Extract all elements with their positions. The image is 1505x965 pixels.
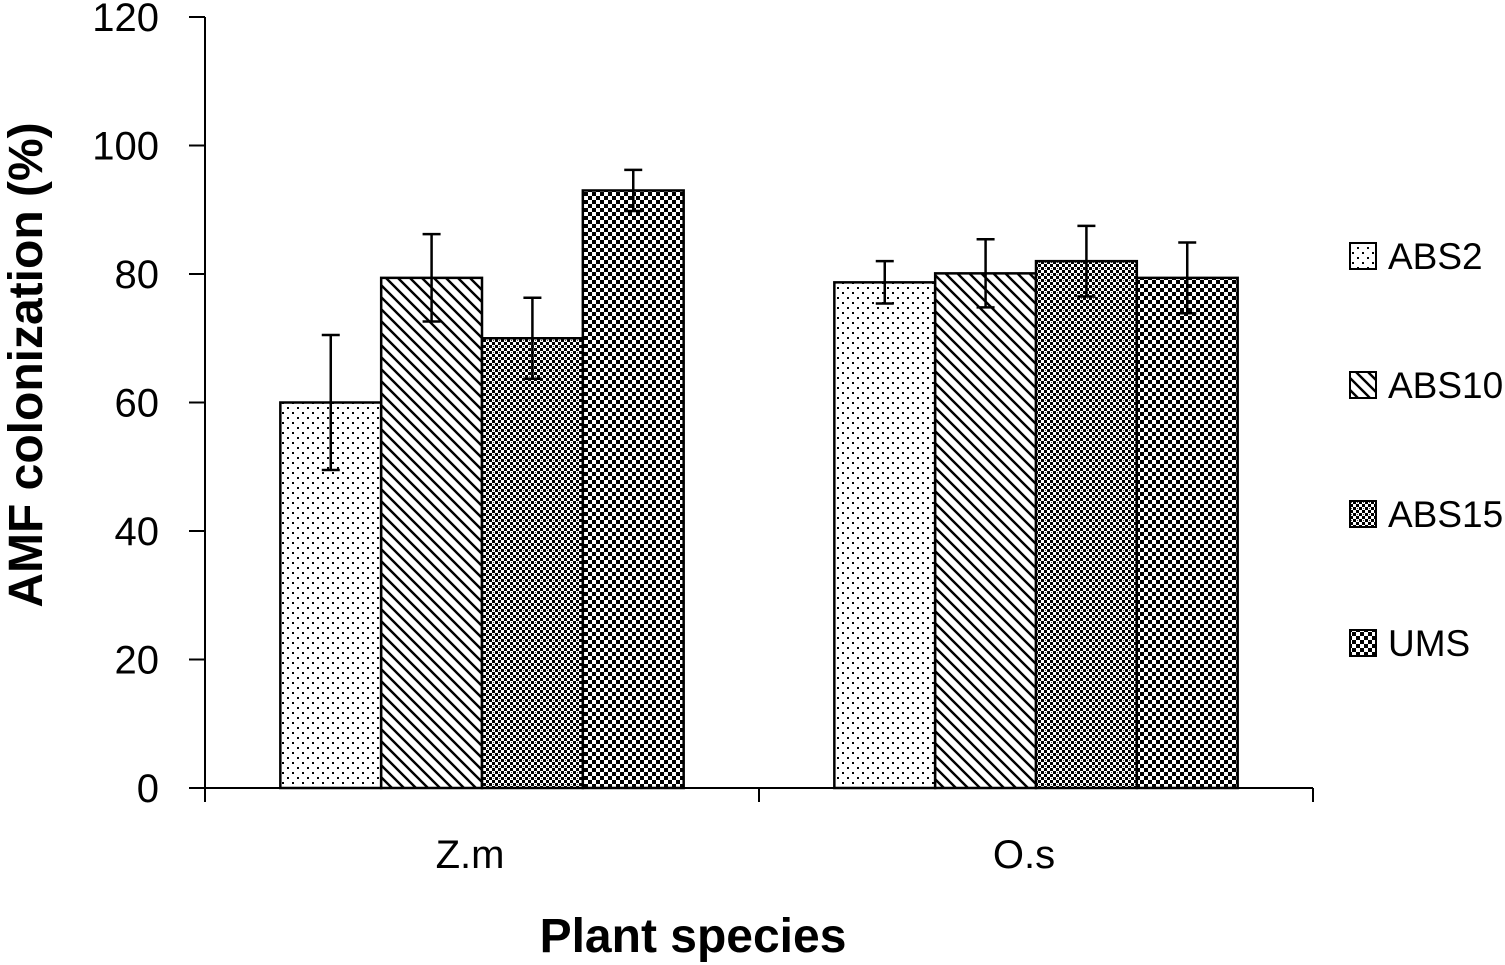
legend-item-abs15: ABS15 <box>1349 494 1503 535</box>
y-tick-label: 100 <box>92 125 159 169</box>
legend-label: ABS2 <box>1388 236 1483 277</box>
bar-abs10-zm <box>379 276 484 790</box>
x-tick-label: Z.m <box>436 833 505 877</box>
y-tick-label: 0 <box>137 767 159 811</box>
legend-label: UMS <box>1388 623 1470 664</box>
y-tick-label: 120 <box>92 0 159 40</box>
bar-abs15-os <box>1034 259 1139 790</box>
x-axis-title: Plant species <box>540 910 847 963</box>
bar-abs2-os <box>833 281 937 790</box>
legend-label: ABS15 <box>1388 494 1503 535</box>
legend-swatch <box>1349 500 1377 528</box>
bar-ums-os <box>1135 276 1239 790</box>
legend-item-abs10: ABS10 <box>1349 365 1503 406</box>
legend-item-abs2: ABS2 <box>1349 236 1483 277</box>
y-tick-label: 20 <box>115 639 160 683</box>
legend-label: ABS10 <box>1388 365 1503 406</box>
y-tick-label: 40 <box>115 510 160 554</box>
legend-item-ums: UMS <box>1349 623 1470 664</box>
bar-abs10-os <box>933 272 1038 790</box>
y-tick-label: 60 <box>115 382 160 426</box>
legend-swatch <box>1349 629 1377 657</box>
legend-swatch <box>1349 371 1377 399</box>
y-tick-label: 80 <box>115 253 160 297</box>
legend-swatch <box>1349 242 1377 270</box>
y-axis-title: AMF colonization (%) <box>0 122 53 607</box>
x-tick-label: O.s <box>993 833 1055 877</box>
bar-abs15-zm <box>480 337 585 790</box>
bar-ums-zm <box>581 189 685 790</box>
